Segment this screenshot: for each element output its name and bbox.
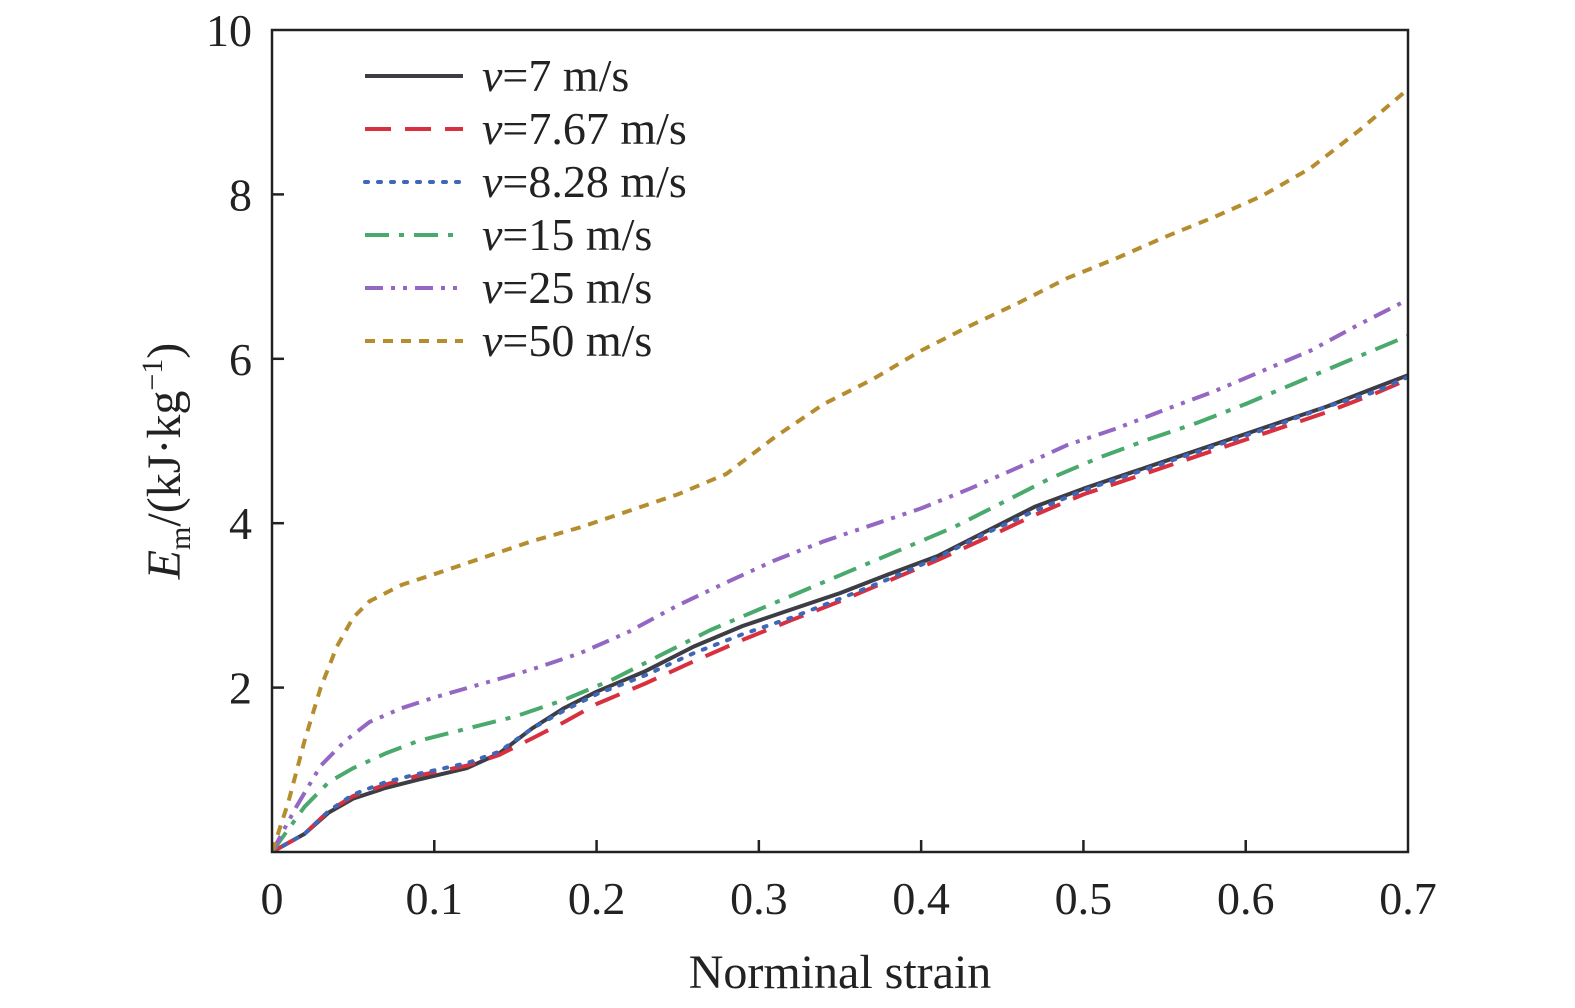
- y-axis-title-var: E: [138, 550, 191, 580]
- y-axis-title-close: ): [138, 343, 191, 359]
- plot-frame: [270, 28, 1410, 854]
- x-tick-label: 0.1: [406, 873, 464, 924]
- x-tick-label: 0.5: [1055, 873, 1113, 924]
- y-tick-label: 2: [229, 663, 252, 714]
- x-tick-label: 0.2: [568, 873, 626, 924]
- legend-label-5: v=50 m/s: [482, 315, 652, 366]
- series-line-4: [272, 297, 1408, 852]
- y-tick-label: 10: [206, 5, 252, 56]
- y-tick-label: 8: [229, 169, 252, 220]
- legend: v=7 m/sv=7.67 m/sv=8.28 m/sv=15 m/sv=25 …: [363, 50, 687, 366]
- legend-label-0: v=7 m/s: [482, 50, 629, 101]
- series-layer: [272, 87, 1408, 852]
- y-axis-title-unit: /(kJ·kg: [138, 391, 191, 527]
- series-line-3: [272, 333, 1408, 852]
- legend-label-4: v=25 m/s: [482, 262, 652, 313]
- x-axis-title: Norminal strain: [689, 946, 992, 999]
- x-tick-label: 0.3: [730, 873, 788, 924]
- x-tick-label: 0.4: [892, 873, 950, 924]
- series-line-5: [272, 87, 1408, 852]
- y-axis-title-sub: m: [164, 527, 197, 550]
- x-tick-label: 0.7: [1379, 873, 1437, 924]
- legend-label-3: v=15 m/s: [482, 209, 652, 260]
- ticks-layer: 0 0.1 0.2 0.3 0.4 0.5 0.6 0.7 2 4 6 8 10: [206, 5, 1437, 924]
- x-tick-label: 0.6: [1217, 873, 1275, 924]
- y-tick-label: 4: [229, 498, 252, 549]
- y-axis-title: Em/(kJ·kg−1): [136, 343, 197, 581]
- series-line-2: [272, 374, 1408, 852]
- series-line-1: [272, 377, 1408, 852]
- y-axis-title-exp: −1: [136, 359, 169, 391]
- legend-label-2: v=8.28 m/s: [482, 156, 687, 207]
- legend-label-1: v=7.67 m/s: [482, 103, 687, 154]
- x-tick-label: 0: [261, 873, 284, 924]
- y-tick-label: 6: [229, 334, 252, 385]
- series-line-0: [272, 373, 1408, 852]
